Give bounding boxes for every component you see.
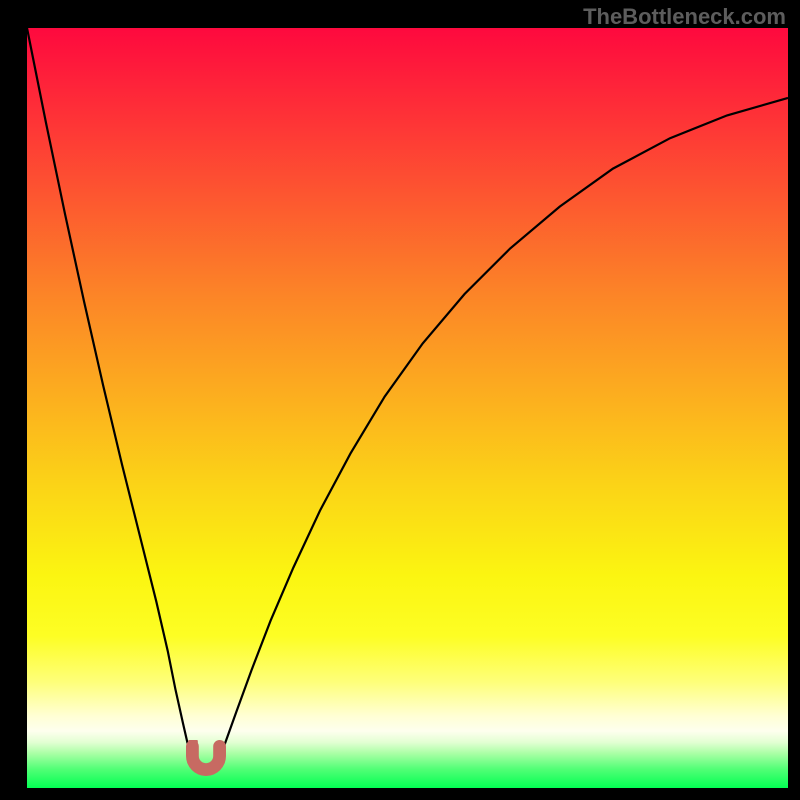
u-marker-icon (186, 740, 226, 776)
left-falling-curve (27, 28, 192, 761)
plot-area (27, 28, 788, 788)
right-rising-curve (219, 98, 788, 761)
bottleneck-curves (27, 28, 788, 788)
watermark-text: TheBottleneck.com (583, 4, 786, 30)
chart-canvas: TheBottleneck.com (0, 0, 800, 800)
optimal-point-marker (186, 740, 226, 776)
